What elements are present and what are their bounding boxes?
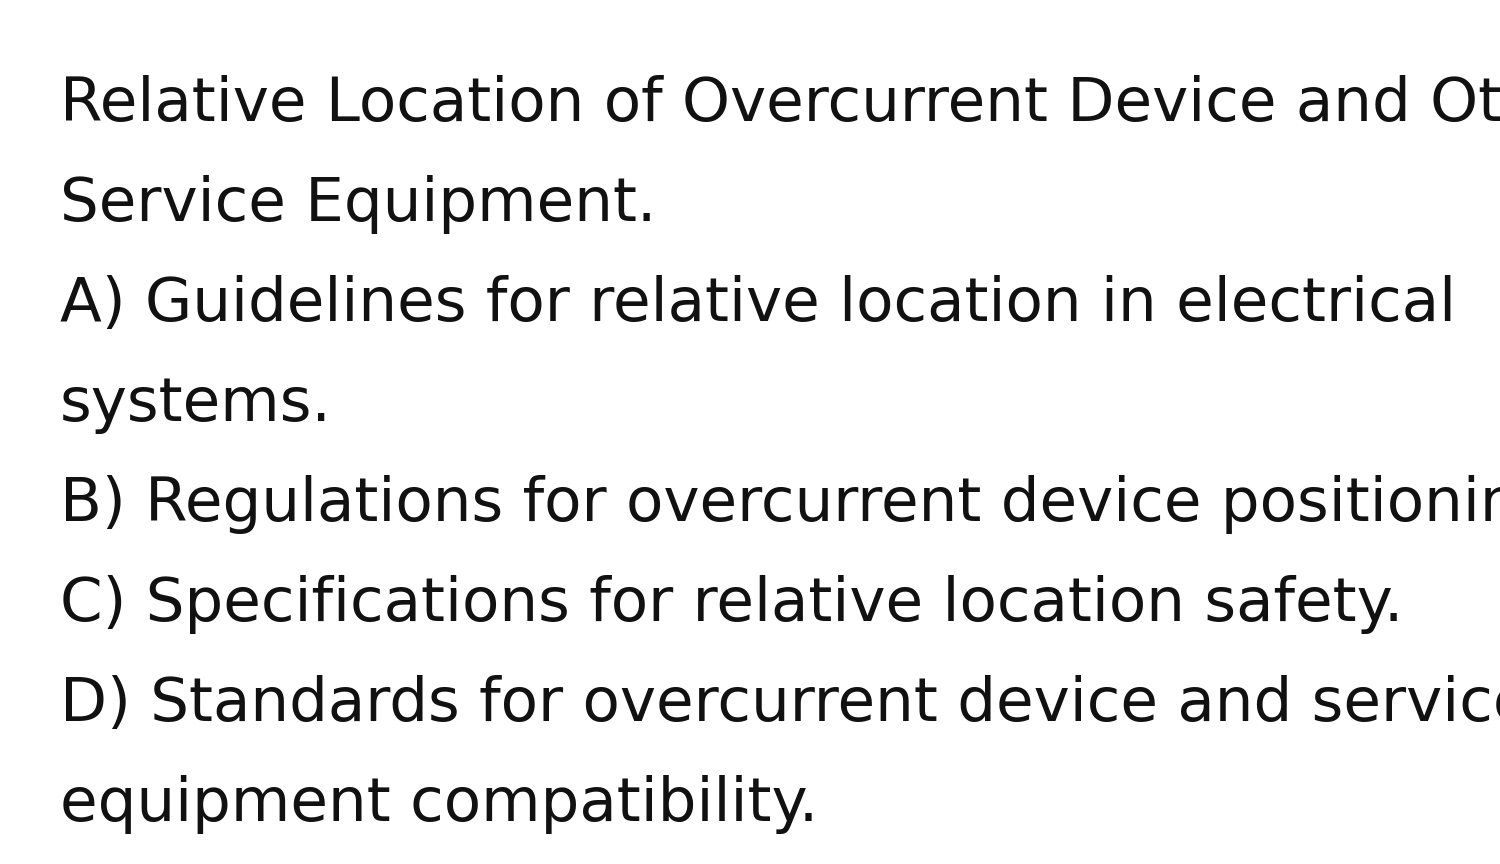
Text: D) Standards for overcurrent device and service: D) Standards for overcurrent device and … [60,675,1500,734]
Text: A) Guidelines for relative location in electrical: A) Guidelines for relative location in e… [60,275,1456,334]
Text: equipment compatibility.: equipment compatibility. [60,775,819,834]
Text: Service Equipment.: Service Equipment. [60,175,657,234]
Text: B) Regulations for overcurrent device positioning.: B) Regulations for overcurrent device po… [60,475,1500,534]
Text: systems.: systems. [60,375,332,434]
Text: Relative Location of Overcurrent Device and Other: Relative Location of Overcurrent Device … [60,75,1500,134]
Text: C) Specifications for relative location safety.: C) Specifications for relative location … [60,575,1404,634]
